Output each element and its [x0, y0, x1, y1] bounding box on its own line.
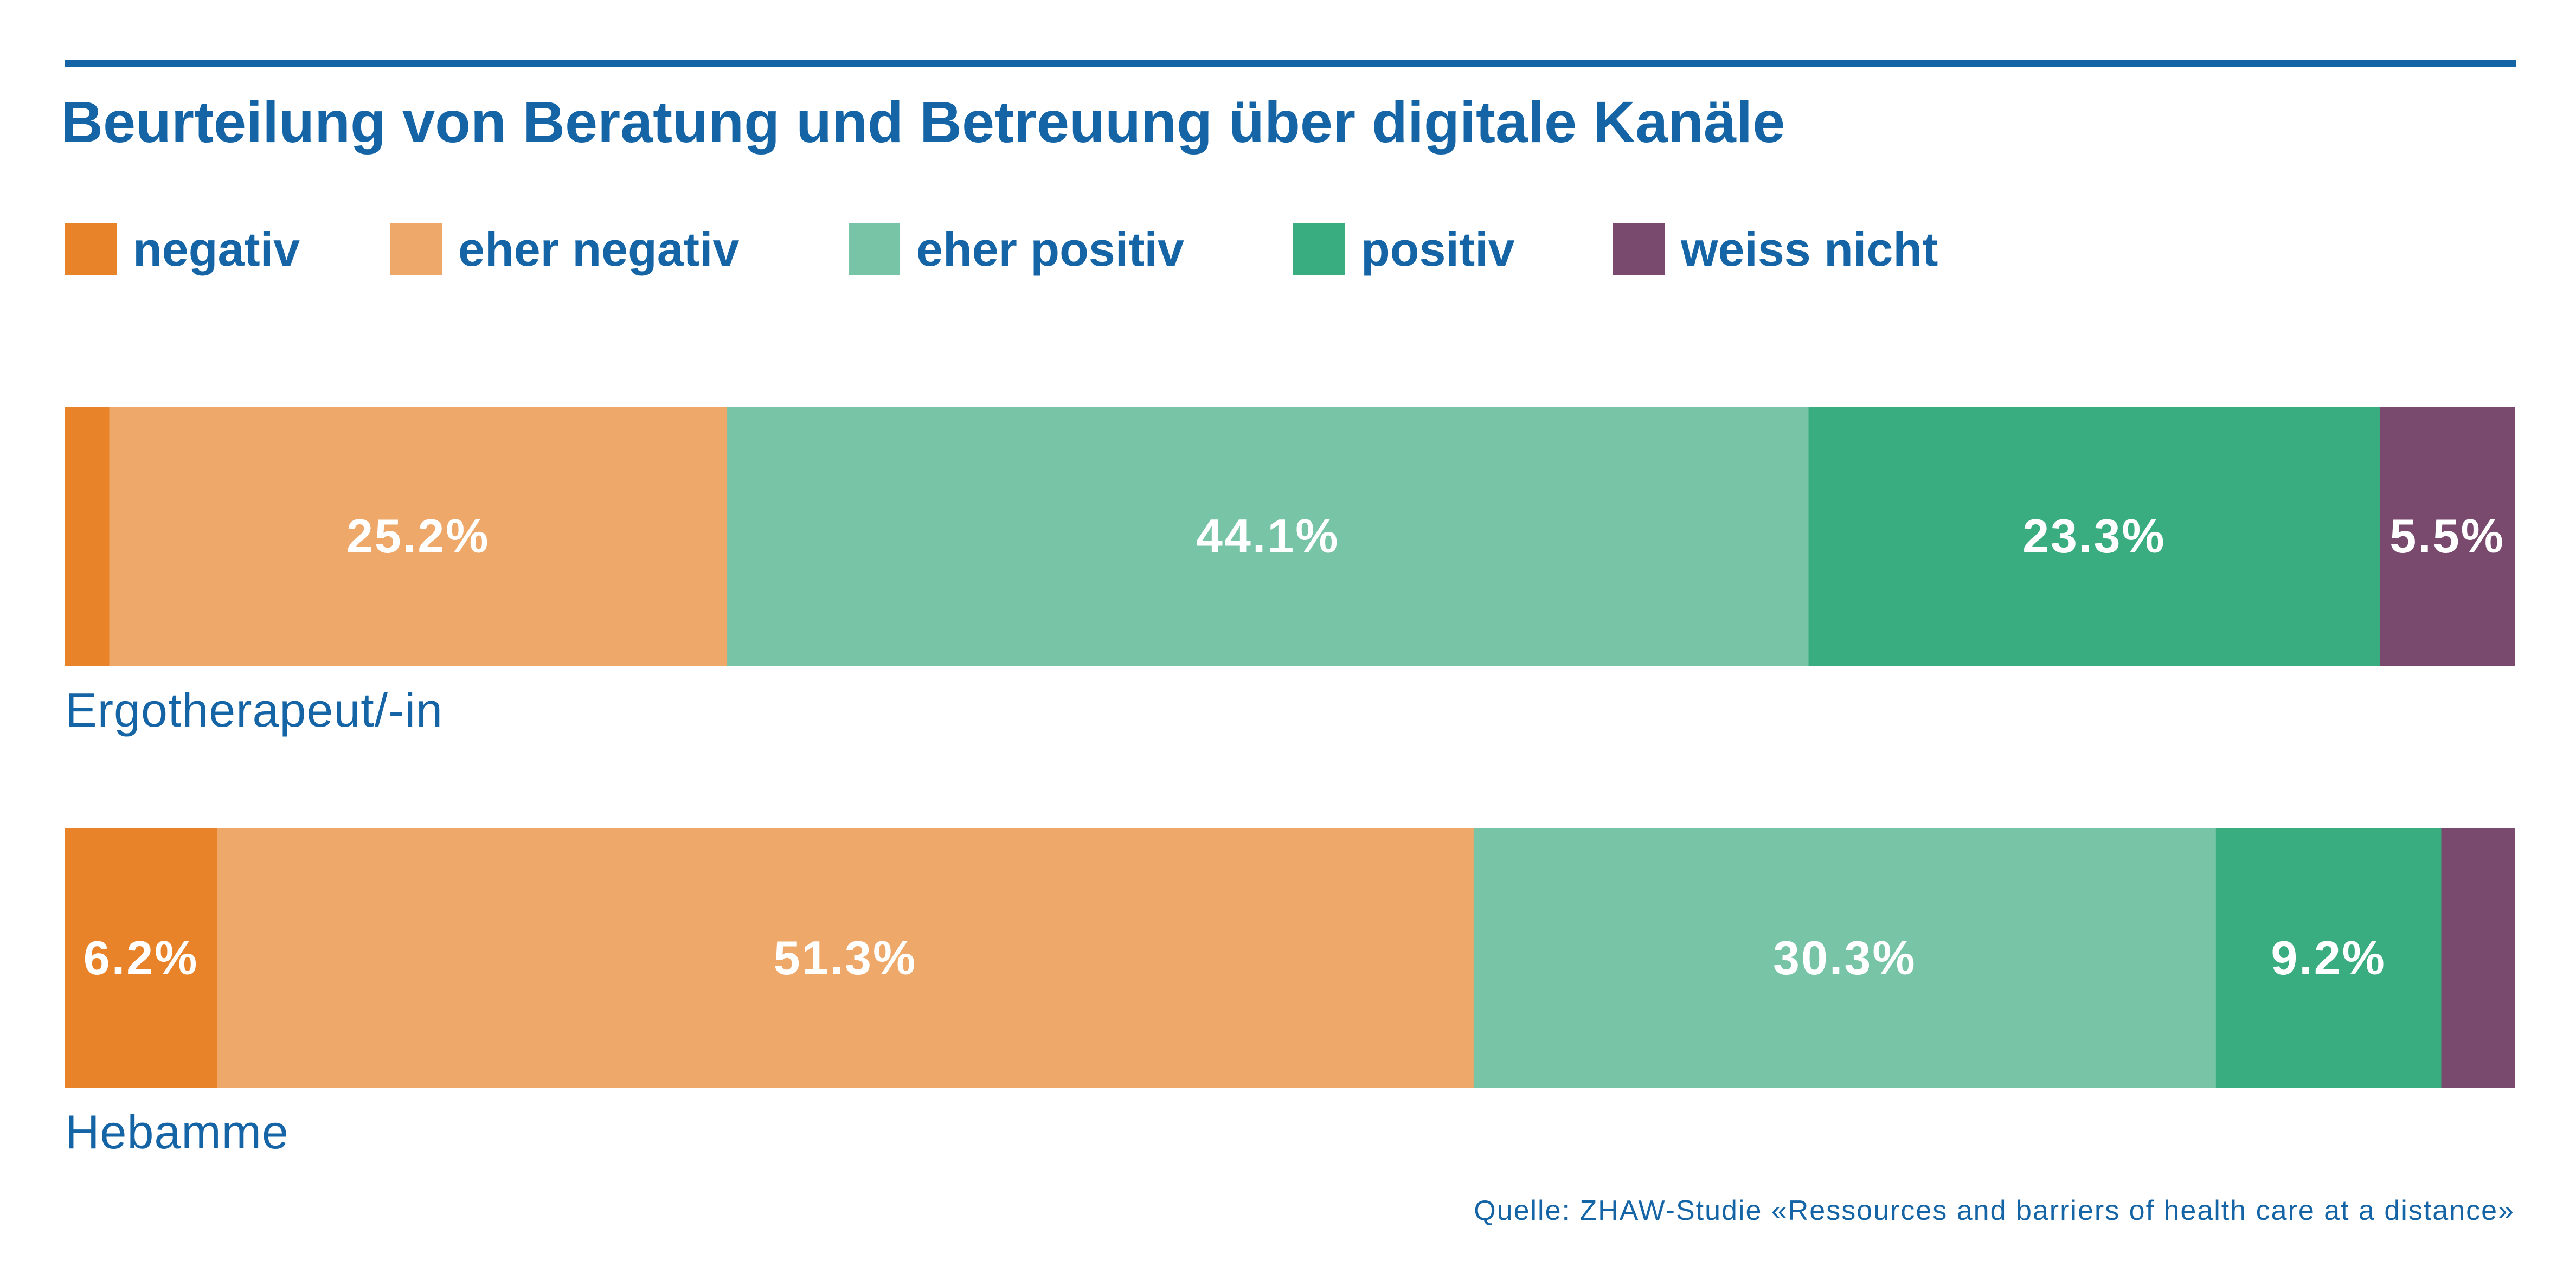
bar-segment-0-0 [65, 407, 110, 666]
data-label-0-2: 44.1% [1196, 509, 1340, 563]
data-label-1-2: 30.3% [1773, 931, 1917, 985]
bar-segment-0-3 [1808, 407, 2380, 666]
category-label-0: Ergotherapeut/-in [65, 683, 443, 737]
legend: negativ eher negativ eher positiv positiv we… [65, 222, 1938, 276]
bar-segment-0-1 [109, 407, 728, 666]
legend-swatch-1 [390, 223, 442, 275]
data-label-1-3: 9.2% [2271, 931, 2386, 985]
bar-segment-1-1 [217, 828, 1474, 1088]
legend-swatch-3 [1293, 223, 1345, 275]
data-label-1-1: 51.3% [774, 931, 917, 985]
category-label-1: Hebamme [65, 1105, 289, 1159]
data-label-0-1: 25.2% [346, 509, 490, 563]
data-label-1-0: 6.2% [83, 931, 199, 985]
source-note: Quelle: ZHAW-Studie «Ressources and barr… [1474, 1195, 2515, 1226]
bar-segment-1-4 [2441, 828, 2515, 1088]
bar-segment-1-2 [1473, 828, 2217, 1088]
legend-swatch-2 [849, 223, 900, 275]
category-labels-group: Ergotherapeut/-in Hebamme [65, 683, 443, 1159]
legend-label-0: negativ [133, 222, 300, 276]
bar-segment-0-4 [2380, 407, 2515, 666]
legend-label-3: positiv [1361, 222, 1515, 276]
bar-segment-1-0 [65, 828, 217, 1088]
legend-label-4: weiss nicht [1680, 222, 1938, 276]
bars-group [65, 407, 2515, 1088]
data-label-0-3: 23.3% [2022, 509, 2166, 563]
bar-labels-group: 25.2% 44.1% 23.3% 5.5% 6.2% 51.3% 30.3% 9.2% [83, 509, 2505, 985]
bar-segment-0-2 [727, 407, 1809, 666]
legend-label-2: eher positiv [916, 222, 1184, 276]
bar-segment-1-3 [2215, 828, 2442, 1088]
legend-swatch-4 [1613, 223, 1665, 275]
data-label-0-4: 5.5% [2389, 509, 2505, 563]
top-rule [65, 60, 2516, 67]
legend-swatch-0 [65, 223, 117, 275]
legend-label-1: eher negativ [458, 222, 739, 276]
chart-title: Beurteilung von Beratung und Betreuung ü… [61, 89, 1785, 155]
